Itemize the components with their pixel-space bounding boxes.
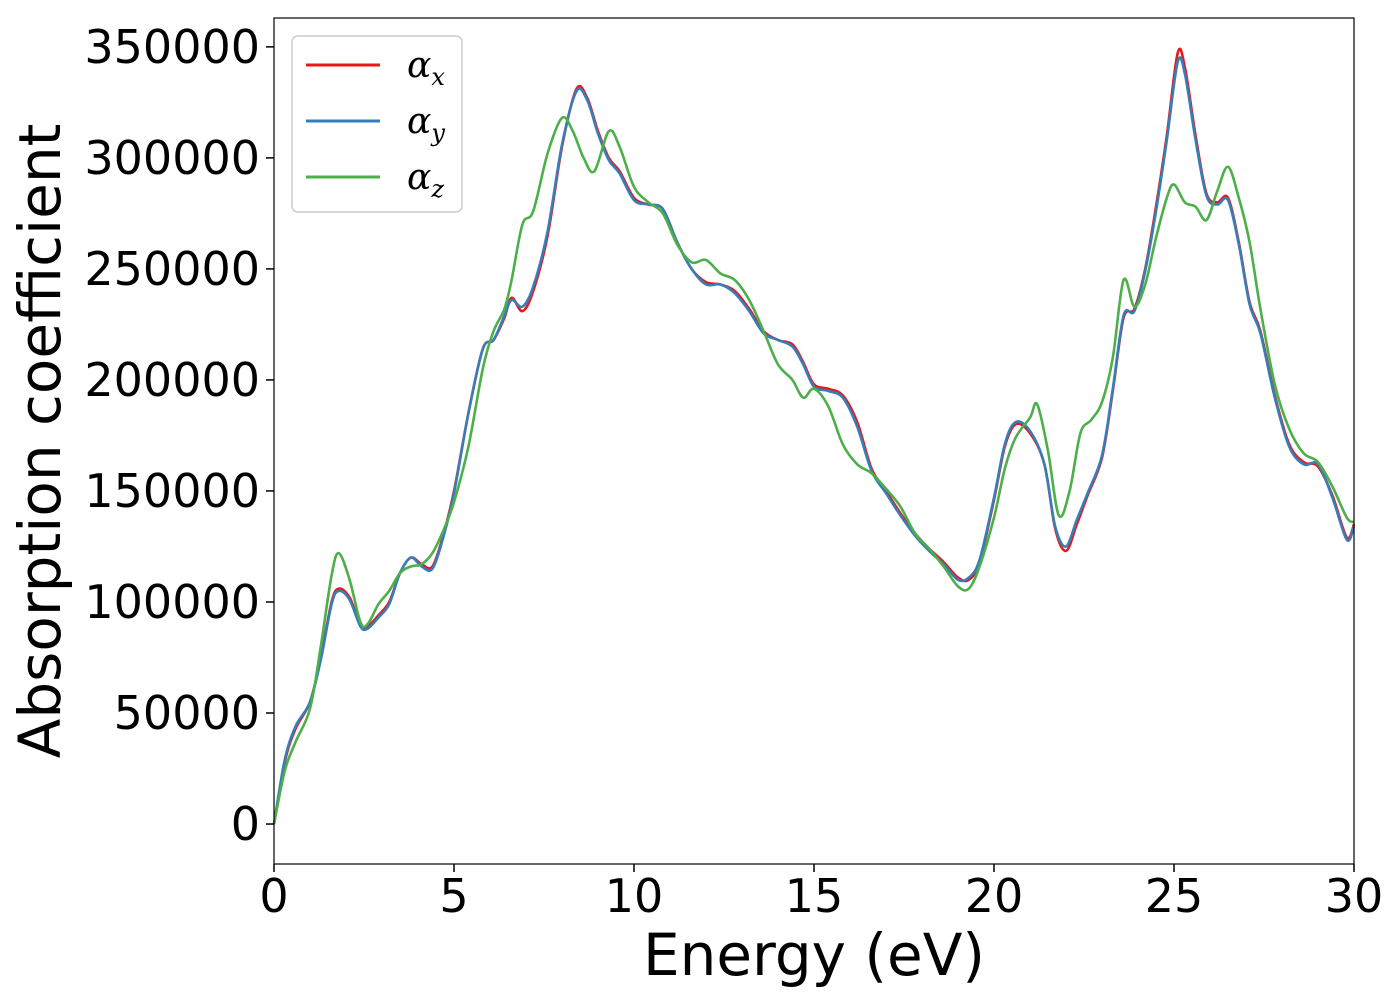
x-axis: 0 5 10 15 20 25 30 [259, 864, 1383, 923]
series-line-alpha-y [272, 56, 1356, 825]
y-tick-label: 0 [231, 797, 260, 851]
x-tick-label: 10 [605, 869, 664, 923]
legend-symbol: α [407, 45, 431, 86]
x-tick-label: 0 [259, 869, 288, 923]
legend-label-alpha-x: αx [407, 45, 445, 91]
y-tick-label: 100000 [84, 575, 260, 629]
series-layer [272, 47, 1356, 825]
y-axis-label: Absorption coefficient [6, 124, 74, 759]
legend-box [291, 35, 463, 213]
y-axis: 0 50000 100000 150000 200000 250000 300000 3500… [84, 20, 274, 851]
x-tick-label: 30 [1325, 869, 1384, 923]
series-line-alpha-z [272, 115, 1355, 825]
y-tick-label: 200000 [84, 353, 260, 407]
x-tick-label: 5 [439, 869, 468, 923]
y-tick-label: 350000 [84, 20, 260, 74]
legend-symbol: α [407, 157, 431, 198]
legend-label-alpha-y: αy [407, 101, 445, 147]
x-tick-label: 20 [965, 869, 1024, 923]
legend-label-alpha-z: αz [407, 157, 444, 203]
y-tick-label: 50000 [114, 686, 260, 740]
x-tick-label: 15 [785, 869, 844, 923]
legend-subscript: x [431, 63, 445, 91]
legend-subscript: z [430, 175, 444, 203]
x-tick-label: 25 [1145, 869, 1204, 923]
y-tick-label: 300000 [84, 131, 260, 185]
legend-symbol: α [407, 101, 431, 142]
y-tick-label: 150000 [84, 464, 260, 518]
x-axis-label: Energy (eV) [643, 921, 985, 989]
y-tick-label: 250000 [84, 242, 260, 296]
legend-subscript: y [430, 119, 445, 147]
